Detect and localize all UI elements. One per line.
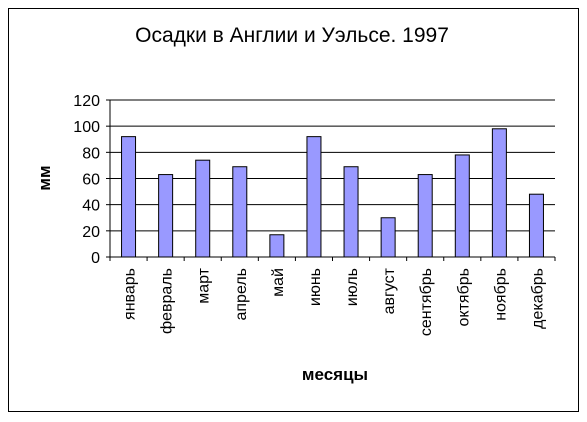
bar [528,193,544,258]
x-tick-label: март [196,267,213,303]
y-axis-label: мм [35,165,54,190]
y-tick-label: 100 [73,119,100,136]
x-tick-label: май [270,268,287,297]
bar [491,128,507,258]
x-tick-label: июль [344,268,361,306]
bar [343,166,359,258]
y-tick-label: 0 [91,250,100,267]
bar [158,174,174,258]
y-tick-label: 40 [82,198,100,215]
bar [232,166,248,258]
bar [417,174,433,258]
bar [380,217,396,258]
x-tick-label: август [381,267,398,314]
x-tick-label: ноябрь [492,268,509,321]
x-tick-label: февраль [159,268,176,334]
y-tick-label: 80 [82,145,100,162]
y-tick-label: 120 [73,93,100,110]
x-tick-label: июнь [307,268,324,306]
bar [121,136,137,258]
x-axis-label: месяцы [302,365,368,384]
x-tick-label: декабрь [529,268,546,329]
x-tick-label: сентябрь [418,268,435,336]
x-tick-label: апрель [233,268,250,321]
bar [195,159,211,258]
bar [454,154,470,258]
x-tick-label: октябрь [455,268,472,326]
bar [306,136,322,258]
chart-border [8,8,579,412]
x-tick-label: январь [122,268,139,320]
y-tick-label: 20 [82,224,100,241]
y-tick-label: 60 [82,172,100,189]
bar [269,234,285,258]
chart-title: Осадки в Англии и Уэльсе. 1997 [135,24,449,47]
